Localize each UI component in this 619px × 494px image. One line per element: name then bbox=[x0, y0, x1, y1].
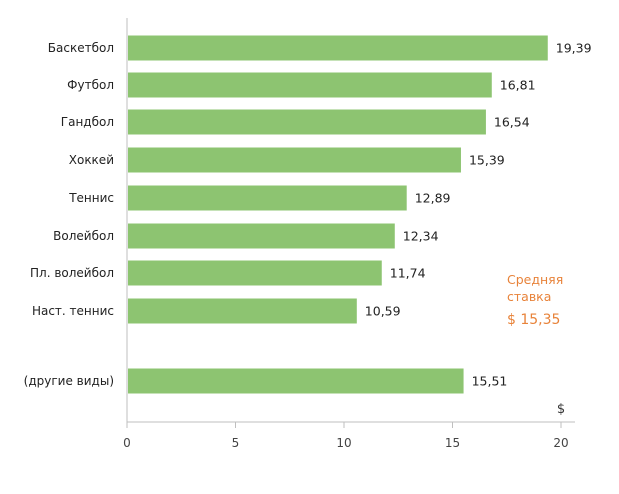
average-rate-value: $ 15,35 bbox=[507, 312, 560, 328]
value-label-5: 12,89 bbox=[415, 191, 451, 206]
category-labels: Баскетбол Футбол Гандбол Хоккей Теннис Волейб… bbox=[24, 41, 114, 388]
value-labels: 19,39 16,81 16,54 15,39 12,89 12,34 11,74 10,59… bbox=[365, 41, 592, 389]
value-label-4: 15,39 bbox=[469, 153, 505, 168]
bar-1 bbox=[128, 35, 548, 61]
x-axis-ticks: 0 5 10 15 20 bbox=[123, 422, 569, 450]
value-label-8: 10,59 bbox=[365, 304, 401, 319]
bar-2 bbox=[128, 72, 492, 98]
average-rate-title-line2: ставка bbox=[507, 289, 551, 304]
x-tick-label-4: 15 bbox=[445, 436, 460, 450]
category-label-8: Наст. теннис bbox=[32, 304, 114, 318]
category-label-9: (другие виды) bbox=[24, 374, 114, 388]
category-label-6: Волейбол bbox=[53, 229, 114, 243]
x-tick-label-1: 0 bbox=[123, 436, 131, 450]
bar-6 bbox=[128, 223, 395, 249]
value-label-1: 19,39 bbox=[556, 41, 592, 56]
value-label-2: 16,81 bbox=[500, 78, 536, 93]
value-label-3: 16,54 bbox=[494, 115, 530, 130]
x-axis-unit-label: $ bbox=[557, 402, 565, 417]
bar-8 bbox=[128, 298, 357, 324]
bars-group bbox=[128, 35, 548, 394]
bar-5 bbox=[128, 185, 407, 211]
category-label-4: Хоккей bbox=[69, 153, 114, 167]
average-rate-annotation: Средняя ставка $ 15,35 bbox=[507, 272, 563, 328]
category-label-7: Пл. волейбол bbox=[30, 266, 114, 280]
x-tick-label-2: 5 bbox=[232, 436, 240, 450]
value-label-6: 12,34 bbox=[403, 229, 439, 244]
x-tick-label-5: 20 bbox=[553, 436, 568, 450]
value-label-9: 15,51 bbox=[472, 374, 508, 389]
x-tick-label-3: 10 bbox=[336, 436, 351, 450]
average-rate-title-line1: Средняя bbox=[507, 272, 563, 287]
bar-7 bbox=[128, 260, 382, 286]
category-label-1: Баскетбол bbox=[48, 41, 114, 55]
category-label-5: Теннис bbox=[68, 191, 114, 205]
category-label-2: Футбол bbox=[67, 78, 114, 92]
bar-3 bbox=[128, 109, 486, 135]
bar-4 bbox=[128, 147, 461, 173]
category-label-3: Гандбол bbox=[61, 115, 114, 129]
bar-9 bbox=[128, 368, 464, 394]
value-label-7: 11,74 bbox=[390, 266, 426, 281]
